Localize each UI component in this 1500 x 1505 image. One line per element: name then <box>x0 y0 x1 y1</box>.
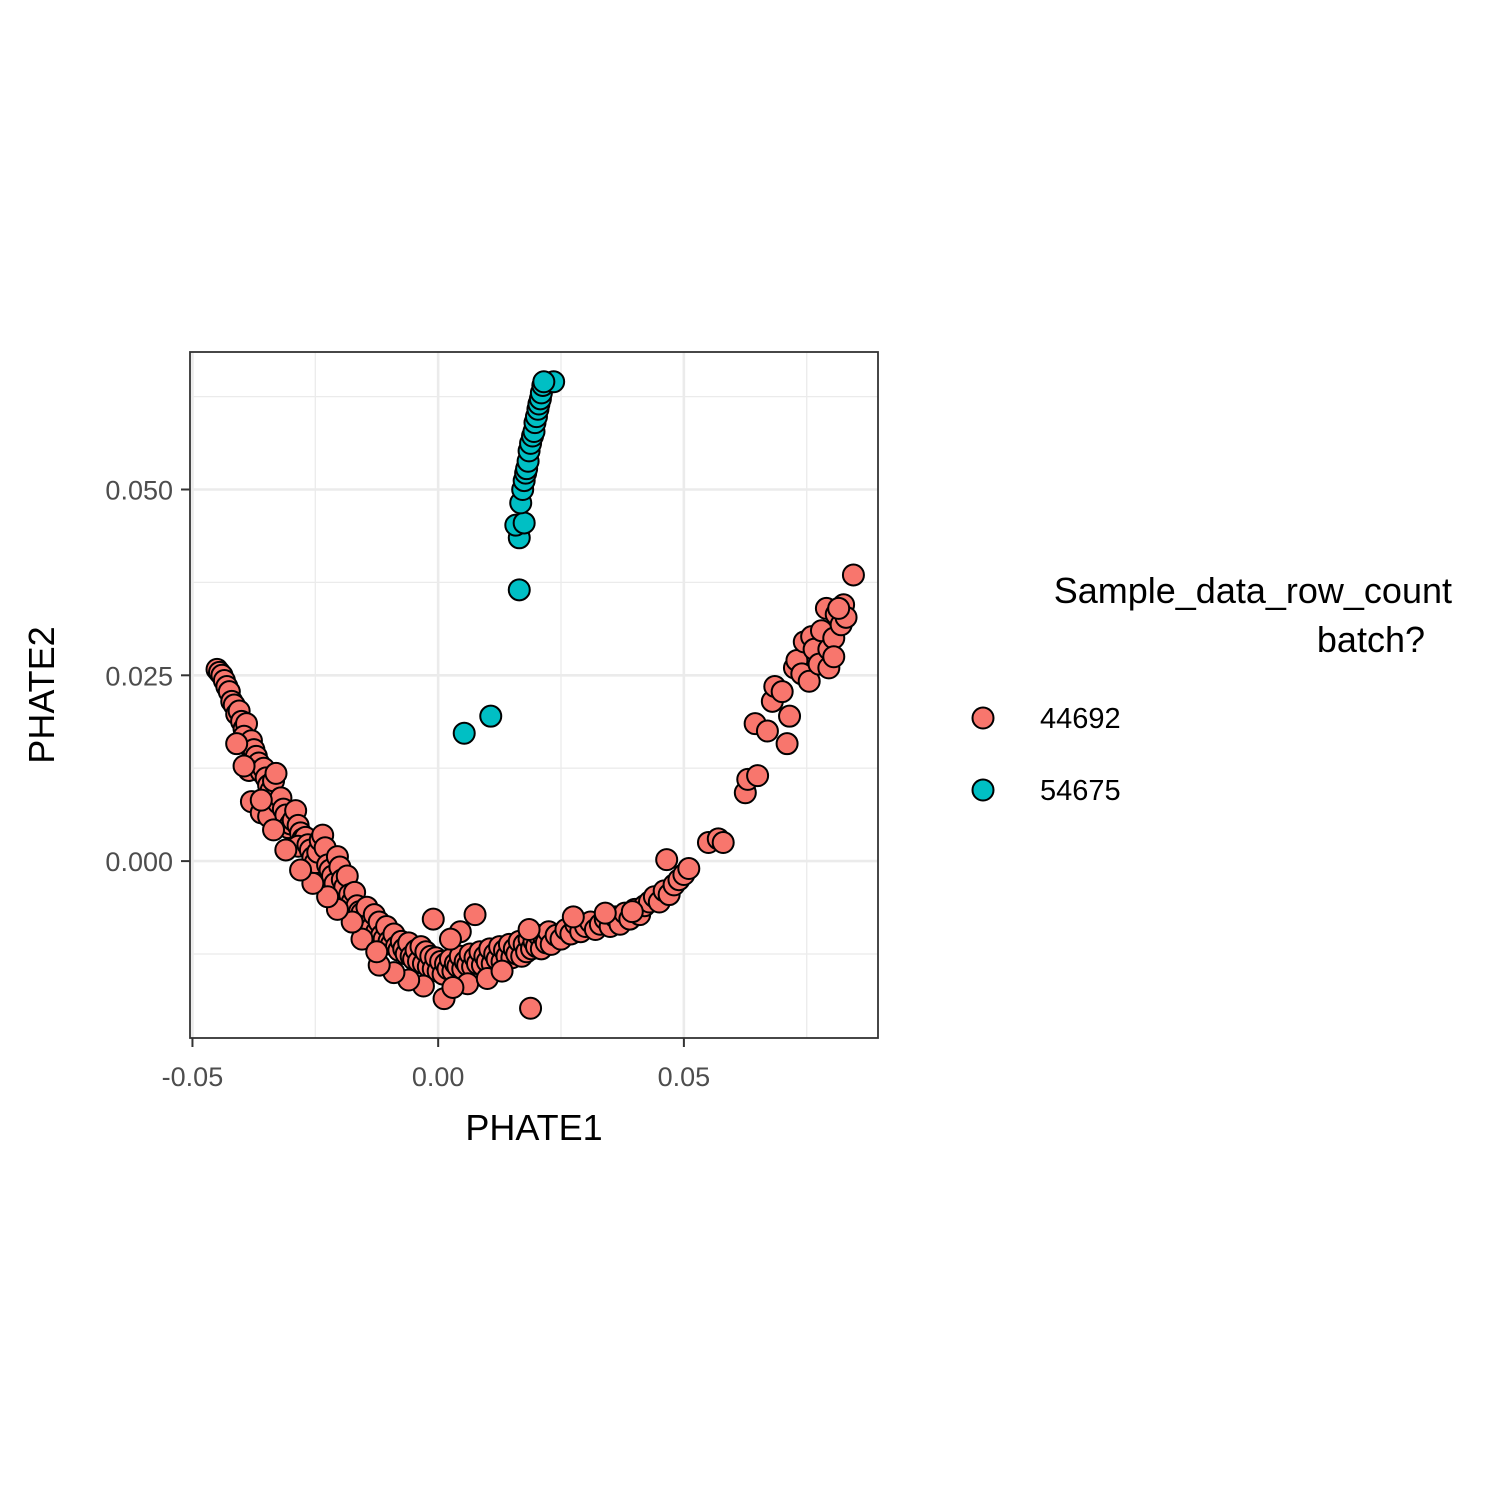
data-point <box>490 959 514 983</box>
data-point <box>421 907 445 931</box>
legend-key-marker <box>971 706 995 730</box>
y-tick-label: 0.050 <box>105 475 173 505</box>
data-point <box>746 764 770 788</box>
data-point <box>479 704 503 728</box>
data-point <box>289 858 313 882</box>
x-tick-label: 0.00 <box>412 1062 465 1092</box>
data-point <box>775 732 799 756</box>
data-point <box>463 903 487 927</box>
legend-item: 44692 <box>971 703 1121 735</box>
data-point <box>770 680 794 704</box>
data-point <box>365 940 389 964</box>
data-point <box>841 563 865 587</box>
data-point <box>519 996 543 1020</box>
data-point <box>225 732 249 756</box>
series-44692 <box>205 563 865 1020</box>
legend: Sample_data_row_count batch? 44692 54675 <box>971 570 1452 807</box>
data-point <box>827 596 851 620</box>
axes: -0.05 0.00 0.05 0.000 0.025 0.050 <box>105 475 710 1092</box>
series-54675 <box>452 370 566 745</box>
legend-title-line-2: batch? <box>1317 619 1425 660</box>
x-tick-label: -0.05 <box>162 1062 224 1092</box>
data-point <box>350 927 374 951</box>
data-points <box>205 370 865 1020</box>
data-point <box>655 848 679 872</box>
legend-label: 44692 <box>1040 703 1121 735</box>
data-point <box>620 900 644 924</box>
data-point <box>274 838 298 862</box>
data-point <box>232 754 256 778</box>
data-point <box>797 669 821 693</box>
data-point <box>249 788 273 812</box>
y-axis-title: PHATE2 <box>21 626 62 763</box>
data-point <box>822 645 846 669</box>
legend-label: 54675 <box>1040 775 1121 807</box>
data-point <box>711 831 735 855</box>
data-point <box>532 370 556 394</box>
data-point <box>340 910 364 934</box>
data-point <box>593 901 617 925</box>
data-point <box>755 719 779 743</box>
data-point <box>778 704 802 728</box>
legend-items: 44692 54675 <box>971 703 1121 807</box>
data-point <box>507 578 531 602</box>
legend-key-marker <box>971 778 995 802</box>
legend-title-line-1: Sample_data_row_count <box>1054 570 1452 611</box>
panel-border <box>189 351 879 1039</box>
legend-item: 54675 <box>971 775 1121 807</box>
data-point <box>677 857 701 881</box>
y-tick-label: 0.025 <box>105 661 173 691</box>
data-point <box>517 917 541 941</box>
data-point <box>262 818 286 842</box>
x-axis-title: PHATE1 <box>465 1107 602 1148</box>
data-point <box>316 885 340 909</box>
data-point <box>561 905 585 929</box>
data-point <box>438 927 462 951</box>
x-tick-label: 0.05 <box>658 1062 711 1092</box>
data-point <box>441 975 465 999</box>
y-tick-label: 0.000 <box>105 847 173 877</box>
data-point <box>512 511 536 535</box>
data-point <box>452 721 476 745</box>
data-point <box>264 761 288 785</box>
